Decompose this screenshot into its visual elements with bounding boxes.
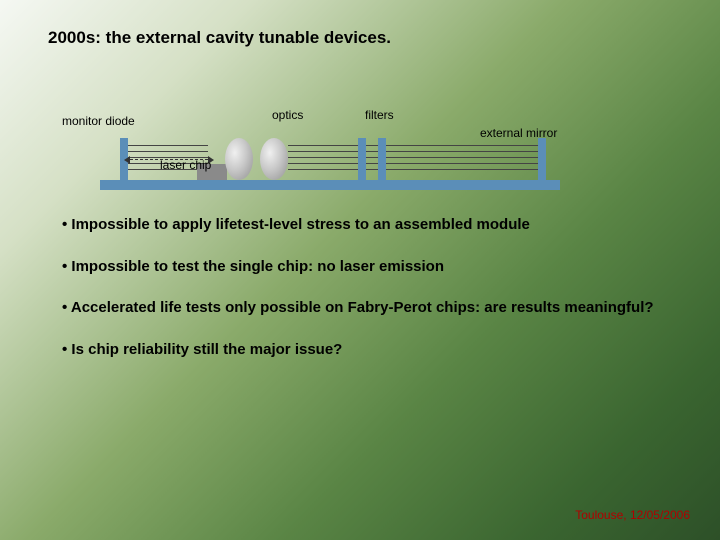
- label-monitor-diode: monitor diode: [62, 114, 135, 128]
- external-mirror-bar: [538, 138, 546, 180]
- filter-bar-1: [358, 138, 366, 180]
- label-filters: filters: [365, 108, 394, 122]
- label-external-mirror: external mirror: [480, 126, 557, 140]
- baseplate: [100, 180, 560, 190]
- slide-title: 2000s: the external cavity tunable devic…: [48, 28, 391, 48]
- bullet-item: • Accelerated life tests only possible o…: [62, 298, 662, 318]
- bullet-item: • Impossible to test the single chip: no…: [62, 257, 662, 277]
- label-laser-chip: laser chip: [160, 158, 211, 172]
- bullet-item: • Is chip reliability still the major is…: [62, 340, 662, 360]
- bullet-item: • Impossible to apply lifetest-level str…: [62, 215, 662, 235]
- label-optics: optics: [272, 108, 303, 122]
- bullet-list: • Impossible to apply lifetest-level str…: [62, 215, 662, 381]
- lens-1: [225, 138, 253, 180]
- filter-bar-2: [378, 138, 386, 180]
- footer-location-date: Toulouse, 12/05/2006: [575, 508, 690, 522]
- lens-2: [260, 138, 288, 180]
- cavity-diagram: monitor diode optics filters external mi…: [100, 100, 570, 190]
